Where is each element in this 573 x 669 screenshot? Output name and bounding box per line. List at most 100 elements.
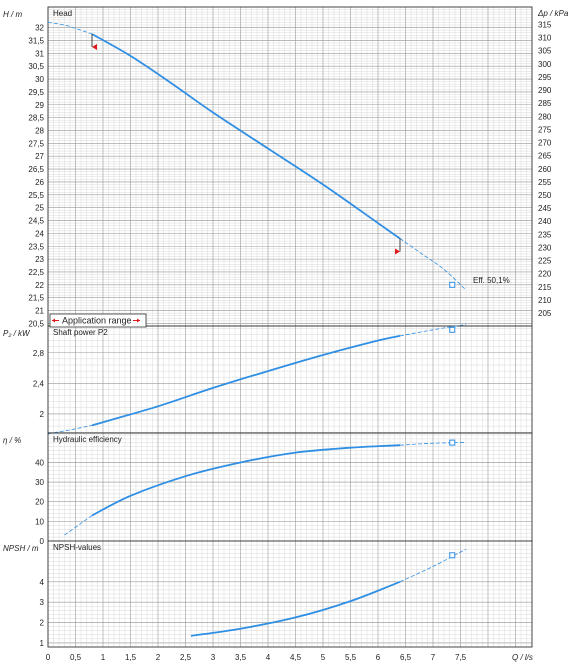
duty-point-marker <box>449 281 456 288</box>
right-tick-label: 295 <box>538 73 552 82</box>
right-tick-label: 270 <box>538 139 552 148</box>
y-axis-label: P₂ / kW <box>3 329 31 338</box>
right-tick-label: 205 <box>538 309 552 318</box>
duty-point-marker <box>449 439 456 446</box>
x-tick-label: 2 <box>156 653 161 662</box>
application-range-box: Application range <box>49 313 147 328</box>
y-tick-label: 21,5 <box>28 294 44 303</box>
right-tick-label: 290 <box>538 86 552 95</box>
y-tick-label: 40 <box>35 458 44 467</box>
y-tick-label: 28 <box>35 126 44 135</box>
y-tick-label: 29 <box>35 101 44 110</box>
right-tick-label: 300 <box>538 60 552 69</box>
x-tick-label: 1 <box>101 653 106 662</box>
y-tick-label: 2,4 <box>33 379 45 388</box>
y-tick-label: 26 <box>35 178 44 187</box>
y-tick-label: 2 <box>40 619 45 628</box>
y-tick-label: 24,5 <box>28 217 44 226</box>
y-tick-label: 4 <box>40 578 45 587</box>
right-tick-label: 280 <box>538 112 552 121</box>
y-tick-label: 1 <box>40 639 45 648</box>
right-tick-label: 245 <box>538 204 552 213</box>
y-tick-label: 25,5 <box>28 191 44 200</box>
curve-line <box>91 444 401 517</box>
y-tick-label: 29,5 <box>28 88 44 97</box>
x-tick-label: 4,5 <box>290 653 302 662</box>
y-tick-label: 30 <box>35 478 44 487</box>
right-tick-label: 305 <box>538 47 552 56</box>
x-tick-label: 1,5 <box>125 653 137 662</box>
range-marker <box>395 248 400 255</box>
duty-point-marker <box>449 326 456 333</box>
curve-line <box>190 580 401 637</box>
right-tick-label: 285 <box>538 99 552 108</box>
x-axis: 0 0,5 1 1,5 2 2,5 3 3,5 4 4,5 5 5,5 6 6,5 7 7,5 Q / l/s <box>46 653 533 662</box>
x-tick-label: 0 <box>46 653 51 662</box>
y-tick-label: 20,5 <box>28 319 44 328</box>
curve-extrapolated <box>64 515 93 536</box>
right-tick-label: 250 <box>538 191 552 200</box>
right-tick-label: 210 <box>538 296 552 305</box>
right-tick-label: 260 <box>538 165 552 174</box>
y-tick-label: 20 <box>35 498 44 507</box>
panel-2: 2 2,4 2,8 Shaft power P2 P₂ / kW <box>3 324 533 435</box>
right-tick-label: 240 <box>538 217 552 226</box>
y-tick-label: 22 <box>35 281 44 290</box>
panel-title: Hydraulic efficiency <box>53 435 122 444</box>
y-axis-label: η / % <box>3 436 21 445</box>
curve-line <box>91 33 401 240</box>
y-tick-label: 10 <box>35 517 44 526</box>
y-tick-label: 21 <box>35 307 44 316</box>
y-axis-label: NPSH / m <box>3 544 39 553</box>
y-tick-label: 31 <box>35 49 44 58</box>
x-tick-label: 0,5 <box>70 653 82 662</box>
curve-extrapolated <box>47 425 93 435</box>
panel-frame <box>47 540 533 648</box>
panel-title: Shaft power P2 <box>53 328 108 337</box>
right-tick-label: 230 <box>538 243 552 252</box>
panel-1: 20,5 21 21,5 22 22,5 23 23,5 24 24,5 25 25,5 26 26,5… <box>3 6 569 328</box>
right-tick-label: 225 <box>538 257 552 266</box>
y-tick-label: 31,5 <box>28 36 44 45</box>
right-tick-label: 275 <box>538 125 552 134</box>
curve-extrapolated <box>399 324 467 337</box>
application-range-label: Application range <box>62 316 132 326</box>
curve-extrapolated <box>399 548 467 583</box>
y-tick-label: 0 <box>40 537 45 546</box>
right-tick-label: 310 <box>538 34 552 43</box>
x-tick-label: 3,5 <box>235 653 247 662</box>
x-tick-label: 5,5 <box>345 653 357 662</box>
x-tick-label: 7,5 <box>455 653 467 662</box>
y-tick-label: 26,5 <box>28 165 44 174</box>
y-tick-label: 2 <box>40 410 45 419</box>
y-tick-label: 3 <box>40 598 45 607</box>
y-tick-label: 23 <box>35 255 44 264</box>
y-tick-label: 23,5 <box>28 242 44 251</box>
x-tick-label: 3 <box>211 653 216 662</box>
y-tick-label: 24 <box>35 229 44 238</box>
right-tick-label: 265 <box>538 152 552 161</box>
y-tick-label: 27 <box>35 152 44 161</box>
panel-4: 1 2 3 4 NPSH-values NPSH / m <box>3 540 533 648</box>
y-tick-label: 22,5 <box>28 268 44 277</box>
y-tick-label: 27,5 <box>28 139 44 148</box>
panel-title: NPSH-values <box>53 543 101 552</box>
panels: 20,52121,52222,52323,52424,52525,52626,5… <box>3 6 569 648</box>
efficiency-annotation: Eff. 50,1% <box>473 276 510 285</box>
y-tick-label: 30 <box>35 75 44 84</box>
curve-extrapolated <box>399 442 467 446</box>
x-tick-label: 7 <box>431 653 436 662</box>
y-tick-label: 30,5 <box>28 62 44 71</box>
y-tick-label: 2,8 <box>33 349 45 358</box>
x-tick-label: 4 <box>266 653 271 662</box>
x-tick-label: 6 <box>376 653 381 662</box>
curve-line <box>91 335 401 427</box>
x-tick-label: 6,5 <box>400 653 412 662</box>
duty-point-marker <box>449 552 456 559</box>
x-tick-label: 5 <box>321 653 326 662</box>
y-axis-label: H / m <box>3 10 22 19</box>
y-tick-label: 25 <box>35 204 44 213</box>
right-tick-label: 255 <box>538 178 552 187</box>
y-tick-label: 32 <box>35 24 44 33</box>
